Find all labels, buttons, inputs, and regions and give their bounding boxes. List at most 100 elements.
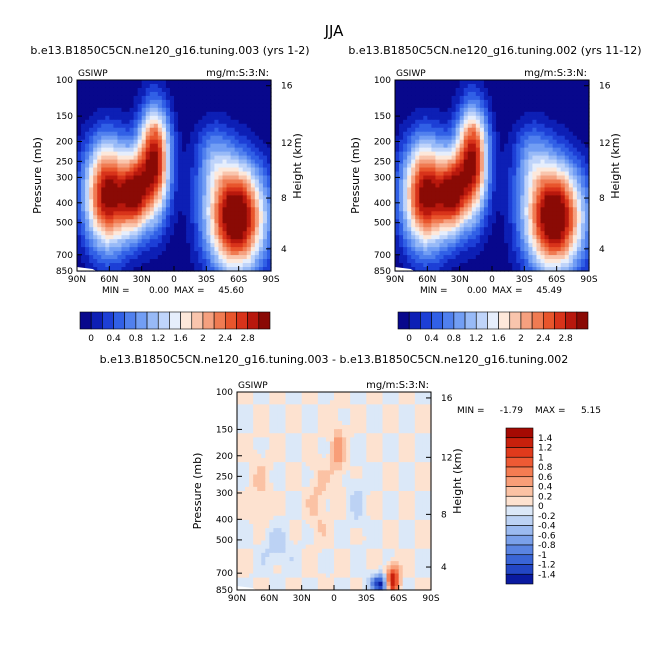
- contour-cell: [246, 171, 252, 177]
- contour-cell: [423, 259, 428, 264]
- contour-cell: [532, 195, 538, 200]
- contour-cell: [214, 187, 220, 193]
- contour-cell: [273, 392, 279, 397]
- contour-cell: [206, 103, 211, 109]
- contour-cell: [174, 231, 179, 236]
- contour-cell: [89, 103, 94, 109]
- contour-cell: [218, 207, 224, 212]
- contour-cell: [536, 223, 542, 228]
- x-tick-label: 90N: [386, 275, 404, 285]
- contour-cell: [483, 231, 489, 236]
- contour-cell: [149, 167, 155, 173]
- contour-cell: [137, 227, 143, 232]
- contour-cell: [105, 131, 110, 137]
- contour-cell: [471, 227, 477, 232]
- contour-cell: [540, 219, 546, 224]
- contour-cell: [584, 111, 590, 117]
- contour-cell: [273, 400, 279, 405]
- contour-cell: [186, 87, 191, 93]
- contour-cell: [568, 211, 574, 216]
- contour-cell: [85, 251, 90, 256]
- contour-cell: [528, 243, 534, 248]
- contour-cell: [198, 155, 203, 161]
- contour-cell: [77, 231, 82, 236]
- contour-cell: [218, 107, 224, 113]
- contour-cell: [169, 151, 175, 157]
- contour-cell: [254, 143, 260, 149]
- contour-cell: [411, 183, 416, 189]
- contour-cell: [174, 255, 179, 260]
- contour-cell: [463, 243, 469, 248]
- contour-cell: [496, 175, 501, 181]
- contour-cell: [492, 147, 497, 153]
- contour-cell: [105, 119, 110, 125]
- contour-cell: [467, 231, 473, 236]
- contour-cell: [186, 151, 191, 157]
- contour-cell: [133, 191, 139, 196]
- contour-cell: [520, 267, 525, 272]
- contour-cell: [313, 404, 319, 410]
- contour-cell: [508, 115, 513, 121]
- contour-cell: [536, 191, 542, 196]
- contour-cell: [129, 91, 135, 97]
- contour-cell: [415, 95, 420, 101]
- contour-cell: [487, 151, 493, 157]
- contour-cell: [451, 167, 457, 173]
- contour-cell: [145, 219, 151, 224]
- contour-cell: [439, 267, 445, 272]
- contour-cell: [504, 227, 509, 232]
- contour-cell: [403, 103, 408, 109]
- contour-cell: [202, 267, 207, 272]
- contour-cell: [210, 215, 216, 220]
- contour-cell: [487, 175, 493, 181]
- contour-cell: [572, 143, 578, 149]
- contour-cell: [407, 127, 412, 133]
- contour-cell: [556, 235, 562, 240]
- contour-cell: [500, 91, 505, 97]
- contour-cell: [418, 392, 424, 397]
- contour-cell: [402, 396, 408, 401]
- contour-cell: [459, 223, 465, 228]
- contour-cell: [194, 159, 199, 165]
- contour-cell: [576, 175, 582, 181]
- contour-cell: [403, 175, 408, 181]
- contour-cell: [374, 396, 380, 401]
- contour-cell: [242, 111, 248, 117]
- contour-cell: [536, 95, 542, 101]
- contour-cell: [226, 167, 232, 173]
- contour-cell: [415, 207, 420, 212]
- contour-cell: [222, 87, 228, 93]
- contour-cell: [262, 99, 268, 105]
- contour-cell: [564, 247, 570, 252]
- contour-cell: [101, 251, 106, 256]
- contour-cell: [105, 155, 110, 161]
- contour-cell: [540, 123, 546, 129]
- contour-cell: [390, 400, 396, 405]
- contour-cell: [97, 183, 102, 189]
- contour-cell: [427, 139, 432, 145]
- contour-cell: [475, 107, 481, 113]
- contour-cell: [520, 183, 525, 189]
- contour-cell: [455, 263, 461, 268]
- contour-cell: [178, 131, 183, 137]
- contour-cell: [508, 80, 513, 85]
- contour-cell: [117, 175, 123, 181]
- contour-cell: [475, 83, 481, 89]
- contour-cell: [105, 107, 110, 113]
- contour-cell: [447, 211, 453, 216]
- contour-cell: [536, 83, 542, 89]
- contour-cell: [422, 404, 428, 410]
- contour-cell: [407, 207, 412, 212]
- contour-cell: [117, 155, 123, 161]
- contour-cell: [190, 163, 195, 169]
- contour-cell: [556, 131, 562, 137]
- contour-cell: [584, 255, 590, 260]
- contour-cell: [516, 183, 521, 189]
- contour-cell: [137, 211, 143, 216]
- contour-cell: [540, 87, 546, 93]
- contour-cell: [443, 80, 449, 85]
- contour-cell: [556, 171, 562, 177]
- contour-cell: [540, 223, 546, 228]
- contour-cell: [109, 207, 114, 212]
- contour-cell: [230, 231, 236, 236]
